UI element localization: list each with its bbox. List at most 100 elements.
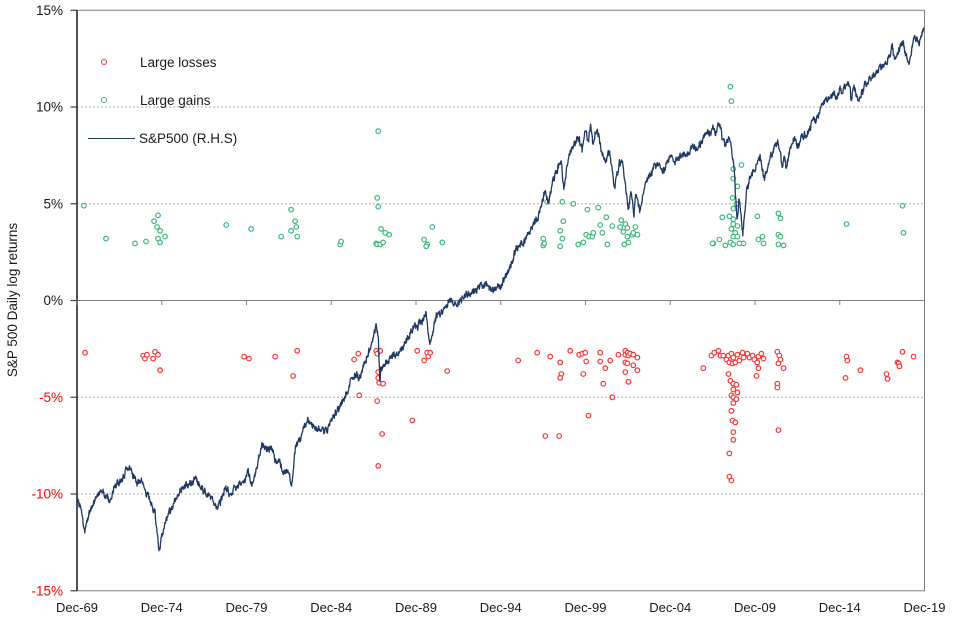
gain-point	[580, 239, 587, 246]
loss-point	[272, 353, 279, 360]
loss-point	[374, 398, 381, 405]
gain-point	[775, 210, 782, 217]
gain-point	[557, 243, 564, 250]
loss-point	[634, 367, 641, 374]
loss-point	[542, 433, 549, 439]
gain-point	[634, 231, 641, 238]
gain-point	[777, 233, 784, 240]
y-tick-label: -5%	[39, 390, 63, 405]
gain-point	[151, 218, 158, 225]
gain-point	[624, 224, 631, 231]
loss-point	[294, 347, 301, 354]
x-tick-label: Dec-69	[56, 600, 98, 615]
gain-point	[597, 222, 604, 228]
gain-point	[603, 214, 610, 221]
gain-point	[754, 213, 761, 220]
loss-point	[730, 429, 737, 436]
loss-point	[557, 375, 564, 381]
gain-point	[278, 233, 285, 240]
loss-point	[567, 347, 574, 354]
x-tick-label: Dec-74	[141, 600, 183, 615]
loss-point	[622, 369, 629, 376]
gain-point	[728, 225, 735, 232]
loss-point	[241, 353, 248, 360]
legend-item-large-gains: Large gains	[86, 81, 237, 119]
loss-point	[758, 350, 765, 357]
gain-point	[759, 233, 766, 240]
gain-point	[730, 216, 737, 223]
loss-point	[600, 380, 607, 387]
gain-point	[292, 218, 299, 225]
loss-point	[597, 358, 604, 365]
gain-point	[541, 240, 548, 247]
legend-label-sp500: S&P500 (R.H.S)	[139, 130, 238, 146]
gain-point	[421, 236, 428, 243]
loss-point	[725, 371, 732, 377]
axis-labels: 15% 10% 5% 0% -5% -10% -15% Dec-69 Dec-74 Dec-79 D…	[31, 3, 945, 615]
gain-point	[155, 212, 161, 219]
loss-point	[547, 353, 554, 360]
loss-point	[755, 365, 762, 372]
gain-point	[80, 202, 87, 209]
loss-point	[609, 394, 616, 401]
loss-point	[733, 381, 740, 388]
gain-point	[439, 239, 446, 246]
gain-point	[709, 240, 716, 247]
gain-point	[248, 225, 255, 232]
loss-point	[157, 367, 164, 374]
loss-point	[585, 412, 592, 419]
legend-marker-cell	[86, 137, 135, 139]
loss-point	[355, 350, 362, 357]
loss-point	[607, 357, 614, 364]
loss-point	[775, 427, 782, 434]
gain-point	[559, 198, 566, 205]
gain-point	[624, 233, 631, 240]
gain-point	[157, 227, 164, 234]
y-tick-label: -15%	[31, 583, 63, 598]
gain-point	[729, 194, 736, 201]
gain-point	[632, 224, 639, 230]
loss-point	[726, 450, 733, 457]
gain-point	[338, 238, 345, 245]
loss-point	[427, 349, 434, 356]
gain-point	[730, 241, 737, 248]
loss-point	[884, 376, 891, 382]
gain-point	[590, 229, 597, 236]
legend-label-large-losses: Large losses	[140, 54, 217, 70]
x-tick-label: Dec-14	[819, 600, 861, 615]
gain-point	[716, 236, 723, 243]
x-tick-label: Dec-09	[734, 600, 776, 615]
large-losses-points	[82, 347, 917, 484]
loss-point	[733, 396, 740, 403]
gain-point	[570, 200, 577, 207]
gain-point	[899, 202, 906, 209]
gain-point	[599, 229, 606, 236]
gain-point	[294, 233, 301, 240]
x-tick-label: Dec-89	[395, 600, 437, 615]
gain-point	[429, 224, 436, 230]
loss-point	[883, 371, 890, 377]
gain-point	[162, 233, 168, 240]
large-gains-points	[80, 83, 907, 250]
gain-point	[740, 240, 747, 247]
x-tick-label: Dec-79	[226, 600, 268, 615]
loss-point	[734, 351, 741, 358]
loss-point	[375, 463, 382, 469]
loss-point	[356, 392, 363, 399]
gain-point	[288, 206, 295, 213]
loss-point	[630, 362, 637, 369]
gain-point	[157, 239, 164, 246]
gain-point	[738, 162, 745, 168]
loss-point	[515, 357, 522, 364]
loss-point	[700, 365, 707, 372]
loss-point	[754, 359, 761, 366]
sp500-line	[77, 26, 925, 552]
gain-point	[609, 223, 616, 229]
loss-point	[615, 351, 622, 358]
loss-point	[414, 347, 421, 354]
loss-point	[728, 407, 735, 414]
loss-point	[379, 431, 386, 437]
loss-point	[775, 360, 782, 367]
gain-point	[760, 240, 767, 247]
